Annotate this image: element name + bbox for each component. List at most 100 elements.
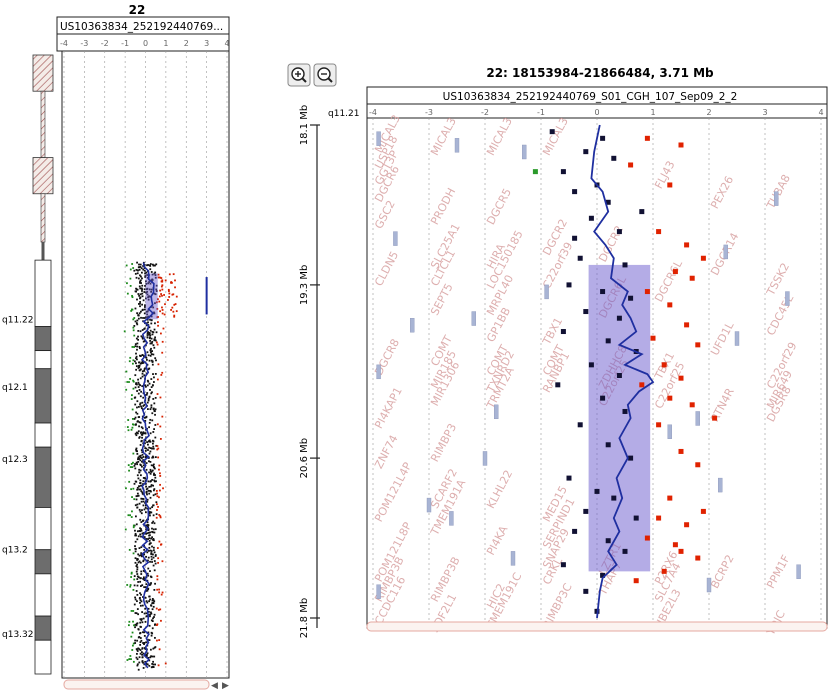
probe-point — [153, 551, 156, 554]
probe-point — [140, 449, 143, 452]
probe-point — [149, 496, 152, 499]
probe-point — [156, 343, 159, 346]
probe-point — [151, 384, 154, 387]
probe-point — [139, 561, 142, 564]
probe-point — [154, 456, 157, 459]
probe-point — [146, 493, 148, 496]
probe-point — [136, 420, 139, 423]
probe-point — [150, 576, 153, 579]
neutral-probe — [577, 422, 583, 428]
probe-point — [158, 514, 161, 516]
probe-point — [145, 385, 147, 388]
probe-point — [143, 586, 146, 589]
zoom-horizontal-scrollbar[interactable] — [366, 621, 828, 632]
gain-probe — [678, 142, 684, 148]
probe-point — [148, 288, 151, 291]
probe-point — [151, 278, 154, 281]
probe-point — [149, 268, 152, 271]
neutral-probe — [588, 215, 594, 221]
probe-point — [145, 532, 147, 535]
probe-point — [147, 610, 150, 613]
probe-point — [155, 290, 158, 292]
probe-point — [139, 403, 141, 406]
probe-point — [144, 477, 147, 480]
probe-point — [153, 328, 156, 331]
probe-point — [149, 339, 152, 342]
probe-point — [151, 561, 153, 563]
neutral-probe — [622, 548, 628, 554]
probe-point — [136, 492, 139, 495]
probe-point — [138, 312, 141, 315]
zoom-out-button[interactable] — [313, 63, 337, 87]
probe-point — [138, 361, 140, 364]
probe-point — [149, 329, 152, 332]
probe-point — [140, 390, 143, 393]
probe-point — [137, 335, 139, 338]
probe-point — [145, 456, 148, 458]
probe-point — [140, 535, 142, 538]
probe-point — [135, 448, 137, 451]
probe-point — [133, 578, 136, 581]
probe-point — [145, 641, 148, 644]
probe-point — [139, 652, 142, 655]
probe-point — [135, 383, 137, 385]
horizontal-scrollbar[interactable] — [63, 679, 210, 690]
probe-point — [143, 327, 146, 330]
gain-probe — [700, 255, 706, 261]
probe-point — [138, 369, 141, 372]
neutral-probe — [560, 329, 566, 335]
probe-point — [171, 306, 174, 309]
probe-point — [163, 313, 166, 316]
probe-point — [140, 573, 143, 575]
probe-point — [133, 360, 136, 363]
probe-bar — [522, 144, 527, 160]
probe-point — [160, 285, 163, 288]
probe-point — [143, 570, 145, 572]
probe-point — [137, 314, 140, 317]
neutral-probe — [600, 572, 606, 578]
gain-probe — [628, 162, 634, 168]
probe-point — [154, 372, 157, 375]
probe-point — [132, 326, 135, 329]
probe-point — [137, 381, 140, 384]
probe-point — [139, 287, 142, 290]
probe-point — [145, 612, 148, 615]
probe-point — [145, 511, 147, 514]
gain-probe — [656, 229, 662, 235]
probe-point — [146, 525, 149, 528]
probe-point — [148, 326, 151, 329]
probe-point — [140, 335, 143, 338]
probe-point — [154, 436, 157, 439]
probe-point — [150, 342, 153, 345]
probe-point — [146, 318, 149, 321]
probe-point — [151, 599, 154, 602]
probe-point — [146, 572, 149, 575]
probe-point — [151, 273, 154, 276]
zoom-highlight-region[interactable] — [588, 264, 651, 572]
probe-point — [172, 293, 175, 296]
probe-point — [152, 344, 155, 347]
probe-point — [135, 337, 138, 340]
zoom-in-button[interactable] — [287, 63, 311, 87]
probe-points — [123, 261, 178, 671]
probe-point — [134, 320, 137, 323]
probe-point — [146, 663, 149, 666]
neutral-probe — [583, 149, 589, 155]
probe-point — [136, 342, 139, 345]
gain-probe — [656, 515, 662, 521]
probe-point — [137, 277, 140, 280]
probe-point — [149, 542, 152, 545]
scroll-right-arrow[interactable]: ▶ — [222, 681, 229, 691]
probe-point — [145, 485, 148, 488]
probe-point — [142, 519, 145, 522]
probe-point — [142, 483, 144, 485]
probe-point — [145, 280, 147, 283]
probe-point — [133, 482, 136, 485]
scroll-left-arrow[interactable]: ◀ — [211, 681, 218, 691]
probe-bar — [376, 584, 381, 599]
probe-point — [134, 545, 136, 548]
probe-point — [136, 503, 139, 506]
probe-point — [146, 384, 149, 387]
probe-point — [152, 331, 155, 334]
probe-point — [149, 598, 151, 601]
